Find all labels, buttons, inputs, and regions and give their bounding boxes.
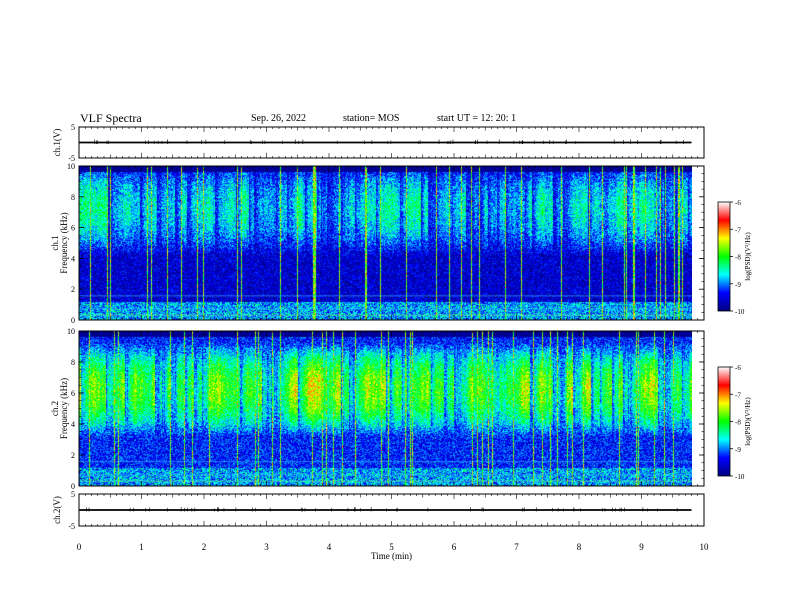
y-axis-label: Frequency (kHz) — [59, 378, 69, 439]
y-tick-label: 10 — [67, 327, 75, 336]
colorbar-tick-label: -7 — [735, 226, 741, 234]
observation-date: Sep. 26, 2022 — [251, 113, 306, 124]
x-tick-label: 5 — [389, 542, 394, 552]
y-tick-label: 0 — [71, 316, 75, 325]
colorbar-tick-label: -6 — [735, 199, 741, 207]
colorbar-tick-label: -9 — [735, 281, 741, 289]
y-tick-label: 6 — [71, 224, 75, 233]
ch2-spectrogram-image — [79, 331, 692, 486]
colorbar-tick-label: -10 — [735, 308, 745, 316]
y-tick-label: 5 — [71, 490, 75, 499]
y-axis-label: ch.1 — [50, 235, 60, 250]
x-tick-label: 4 — [327, 542, 332, 552]
ch1-spectrogram-image — [79, 166, 692, 320]
y-tick-label: 8 — [71, 193, 75, 202]
x-tick-label: 8 — [577, 542, 582, 552]
y-tick-label: 4 — [71, 420, 75, 429]
y-tick-label: 0 — [71, 482, 75, 491]
y-tick-label: 2 — [71, 285, 75, 294]
y-axis-label: ch.2(V) — [52, 496, 62, 524]
colorbar-label: log(PSD)(V²/Hz) — [744, 397, 752, 446]
colorbar-label: log(PSD)(V²/Hz) — [744, 232, 752, 281]
x-tick-label: 10 — [700, 542, 710, 552]
y-tick-label: 6 — [71, 389, 75, 398]
start-time-label: start UT = 12: 20: 1 — [437, 113, 517, 124]
y-tick-label: -5 — [68, 154, 75, 163]
colorbar-tick-label: -8 — [735, 254, 741, 262]
chart-title: VLF Spectra — [80, 111, 142, 125]
y-tick-label: 8 — [71, 358, 75, 367]
colorbar-1 — [717, 201, 731, 312]
y-tick-label: -5 — [68, 522, 75, 531]
x-tick-label: 0 — [77, 542, 82, 552]
y-tick-label: 4 — [71, 254, 75, 263]
x-axis-label: Time (min) — [371, 551, 412, 561]
colorbar-tick-label: -9 — [735, 446, 741, 454]
y-tick-label: 2 — [71, 451, 75, 460]
colorbar-tick-label: -6 — [735, 364, 741, 372]
colorbar-tick-label: -7 — [735, 391, 741, 399]
x-tick-label: 1 — [139, 542, 144, 552]
station-label: station= MOS — [343, 113, 400, 124]
y-axis-label: ch.2 — [50, 401, 60, 416]
x-tick-label: 7 — [514, 542, 519, 552]
colorbar-tick-label: -10 — [735, 473, 745, 481]
colorbar-tick-label: -8 — [735, 419, 741, 427]
y-tick-label: 10 — [67, 162, 75, 171]
y-axis-label: ch.1(V) — [52, 129, 62, 157]
x-tick-label: 6 — [452, 542, 457, 552]
x-tick-label: 9 — [639, 542, 644, 552]
x-tick-label: 3 — [264, 542, 269, 552]
y-tick-label: 5 — [71, 123, 75, 132]
x-tick-label: 2 — [202, 542, 207, 552]
colorbar-2 — [717, 366, 731, 477]
y-axis-label: Frequency (kHz) — [59, 212, 69, 273]
